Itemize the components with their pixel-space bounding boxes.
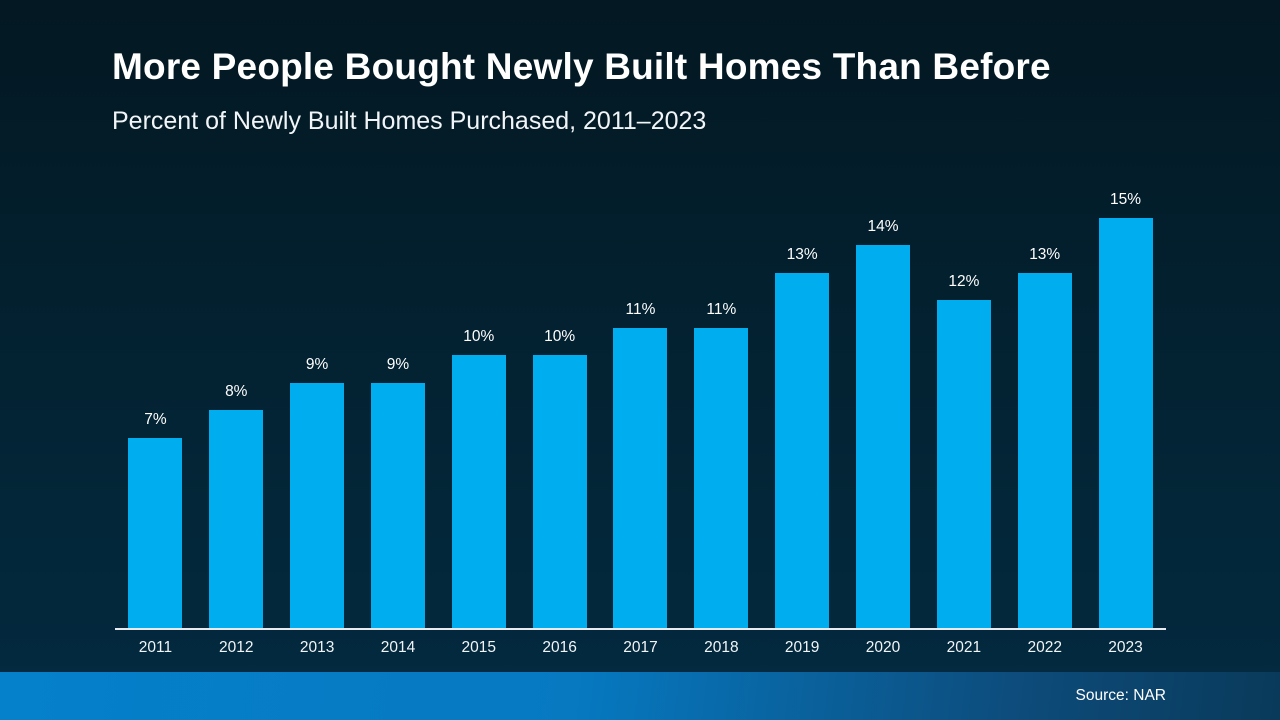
x-tick-2020: 2020 [865,639,901,656]
bar-2021 [936,300,991,630]
bar-2015 [451,355,506,630]
bar-group-2021: 12% [923,273,1004,630]
bar-group-2022: 13% [1004,245,1085,630]
bar-2012 [209,410,264,630]
footer-bar: Source: NAR [0,672,1280,720]
bar-group-2011: 7% [115,410,196,630]
bar-2020 [856,245,911,630]
x-tick-2016: 2016 [542,639,577,656]
x-tick-2014: 2014 [380,639,416,656]
bar-2014 [370,382,425,630]
value-label-2016: 10% [544,328,576,345]
x-tick-2018: 2018 [704,639,739,656]
x-axis-line [115,628,1166,630]
chart-title: More People Bought Newly Built Homes Tha… [112,46,1051,87]
value-label-2012: 8% [225,383,248,400]
x-tick-2019: 2019 [784,639,820,656]
value-label-2017: 11% [625,300,656,318]
bar-group-2020: 14% [843,218,924,630]
value-label-2019: 13% [786,245,818,263]
bar-2016 [532,355,587,630]
x-tick-2022: 2022 [1027,639,1062,656]
x-tick-2013: 2013 [299,639,335,656]
bar-2017 [613,327,668,630]
bar-group-2014: 9% [358,355,439,630]
plot-area: 7% 8% 9% 9% 10% 10% 11% 11% 13% 14% 12% 13% 15% [115,0,1166,630]
bar-group-2019: 13% [762,245,843,630]
chart-subtitle: Percent of Newly Built Homes Purchased, … [112,107,707,135]
bar-group-2015: 10% [438,328,519,630]
bar-group-2023: 15% [1085,190,1166,630]
bar-2013 [290,382,345,630]
bar-2019 [775,272,830,630]
x-tick-2015: 2015 [461,639,497,656]
bar-2011 [128,437,183,630]
value-label-2013: 9% [305,355,329,373]
bar-group-2018: 11% [681,300,762,630]
x-tick-2021: 2021 [946,639,982,656]
x-tick-2011: 2011 [138,639,173,656]
bar-2022 [1017,272,1072,630]
bar-group-2012: 8% [196,383,277,630]
bar-2023 [1098,217,1153,630]
x-axis-labels: 2011 2012 2013 2014 2015 2016 2017 2018 2019 2020… [115,639,1166,657]
source-label: Source: NAR [1075,687,1166,704]
x-tick-2017: 2017 [623,639,658,656]
header: More People Bought Newly Built Homes Tha… [112,46,1051,136]
value-label-2018: 11% [706,300,737,318]
value-label-2011: 7% [144,410,167,428]
value-label-2014: 9% [386,355,410,373]
x-tick-2023: 2023 [1108,639,1143,656]
value-label-2015: 10% [463,328,495,345]
bar-group-2017: 11% [600,300,681,630]
value-label-2020: 14% [867,218,899,235]
value-label-2023: 15% [1110,190,1142,208]
bar-2018 [694,327,749,630]
value-label-2022: 13% [1029,245,1061,263]
x-tick-2012: 2012 [219,639,254,656]
value-label-2021: 12% [948,273,980,290]
bar-group-2016: 10% [519,328,600,630]
bar-group-2013: 9% [277,355,358,630]
